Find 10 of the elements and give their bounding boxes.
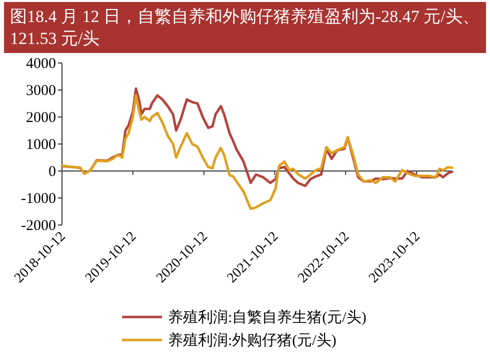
legend-label: 养殖利润:外购仔猪(元/头): [168, 332, 336, 349]
y-tick-label: 0: [48, 164, 56, 180]
y-tick-label: 1000: [26, 137, 56, 153]
y-tick-label: 4000: [26, 56, 56, 72]
y-tick-label: -1000: [21, 191, 56, 207]
y-tick-label: -2000: [21, 218, 56, 234]
chart-title: 图18.4 月 12 日，自繁自养和外购仔猪养殖盈利为-28.47 元/头、121.53 元/头: [4, 2, 486, 53]
y-tick-label: 3000: [26, 83, 56, 99]
y-tick-label: 2000: [26, 110, 56, 126]
legend-label: 养殖利润:自繁自养生猪(元/头): [168, 309, 366, 326]
